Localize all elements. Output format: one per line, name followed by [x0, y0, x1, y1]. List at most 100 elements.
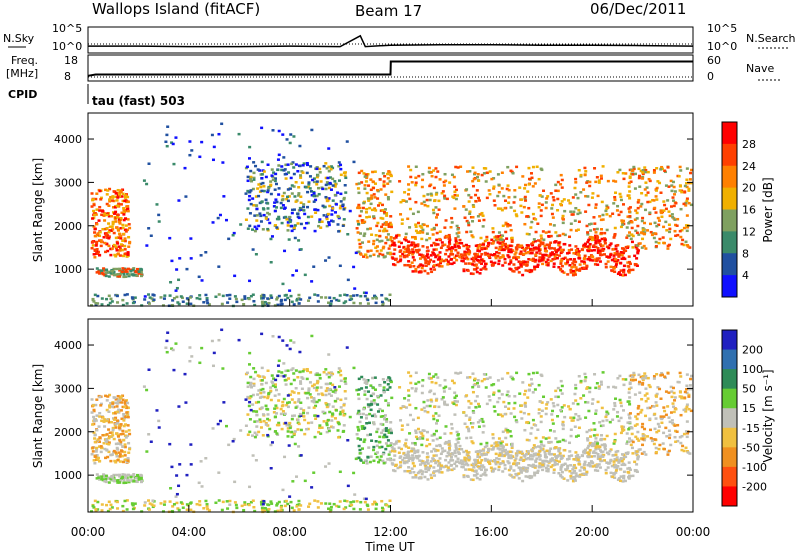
- power-echo: [646, 191, 650, 194]
- power-echo: [122, 275, 126, 279]
- power-echo: [660, 165, 664, 169]
- velocity-echo: [605, 451, 609, 454]
- power-echo: [474, 268, 478, 271]
- velocity-echo: [523, 428, 527, 432]
- power-echo: [490, 238, 494, 242]
- velocity-echo: [270, 374, 274, 377]
- power-echo: [266, 190, 270, 194]
- velocity-echo: [515, 420, 519, 424]
- velocity-echo: [628, 437, 632, 440]
- power-echo: [593, 258, 597, 261]
- velocity-echo: [407, 394, 411, 397]
- power-echo: [352, 160, 356, 164]
- power-echo: [547, 234, 551, 238]
- power-echo: [600, 200, 604, 204]
- velocity-echo: [364, 417, 368, 420]
- power-echo: [365, 207, 369, 211]
- velocity-echo: [123, 405, 127, 409]
- velocity-echo: [100, 419, 104, 423]
- velocity-echo: [600, 443, 604, 447]
- power-echo: [428, 184, 432, 188]
- velocity-echo: [496, 400, 500, 404]
- velocity-echo: [685, 435, 689, 439]
- velocity-echo: [285, 424, 289, 427]
- power-echo: [130, 296, 134, 299]
- velocity-echo: [286, 435, 290, 438]
- power-echo: [613, 259, 617, 263]
- power-echo: [295, 297, 299, 301]
- velocity-echo: [633, 424, 637, 427]
- power-echo: [244, 192, 248, 195]
- power-echo: [348, 298, 352, 302]
- velocity-echo: [104, 480, 108, 484]
- power-echo: [327, 221, 331, 224]
- power-echo: [538, 252, 542, 255]
- power-echo: [290, 208, 294, 212]
- power-echo: [252, 171, 256, 175]
- velocity-echo: [114, 432, 118, 435]
- power-echo: [123, 194, 127, 197]
- power-echo: [523, 183, 527, 187]
- power-echo: [297, 192, 301, 195]
- velocity-echo: [640, 452, 644, 455]
- velocity-echo: [118, 399, 122, 402]
- velocity-echo: [624, 451, 628, 455]
- velocity-echo: [256, 374, 260, 377]
- velocity-echo: [481, 473, 485, 476]
- velocity-echo: [406, 451, 410, 454]
- velocity-echo: [118, 428, 122, 431]
- power-echo: [424, 261, 428, 264]
- power-echo: [511, 249, 515, 252]
- power-echo: [427, 262, 431, 266]
- velocity-echo: [432, 432, 436, 436]
- velocity-echo: [376, 403, 380, 406]
- velocity-echo: [613, 401, 617, 405]
- velocity-echo: [494, 441, 498, 444]
- velocity-echo: [306, 421, 310, 425]
- velocity-echo: [319, 386, 323, 389]
- power-echo: [132, 267, 136, 270]
- velocity-echo: [428, 443, 432, 446]
- velocity-echo: [409, 374, 413, 378]
- velocity-echo: [456, 372, 460, 375]
- velocity-echo: [288, 393, 292, 396]
- power-echo: [482, 243, 486, 246]
- power-echo: [436, 253, 440, 257]
- power-echo: [528, 270, 532, 274]
- power-echo: [627, 207, 631, 210]
- velocity-echo: [523, 401, 527, 405]
- power-echo: [616, 258, 620, 262]
- velocity-echo: [414, 429, 418, 432]
- power-echo: [430, 244, 434, 247]
- power-echo: [170, 303, 174, 307]
- power-echo: [331, 177, 335, 181]
- power-echo: [290, 184, 294, 187]
- power-echo: [231, 233, 235, 237]
- power-echo: [293, 236, 297, 240]
- power-echo: [309, 190, 313, 193]
- velocity-echo: [670, 390, 674, 393]
- power-echo: [251, 228, 255, 231]
- power-echo: [583, 173, 587, 177]
- velocity-echo: [480, 379, 484, 383]
- power-echo: [147, 302, 151, 305]
- velocity-echo: [91, 450, 95, 453]
- power-echo: [588, 242, 592, 246]
- power-echo: [540, 203, 544, 207]
- velocity-echo: [560, 465, 564, 468]
- power-echo: [432, 241, 436, 245]
- velocity-echo: [465, 425, 469, 429]
- power-echo: [128, 226, 132, 230]
- velocity-echo: [600, 406, 604, 410]
- power-echo: [123, 199, 127, 203]
- power-echo: [567, 251, 571, 255]
- power-echo: [521, 246, 525, 249]
- power-echo: [107, 235, 111, 238]
- velocity-echo: [684, 407, 688, 411]
- velocity-echo: [135, 473, 139, 477]
- power-echo: [557, 241, 561, 245]
- velocity-echo: [559, 468, 563, 471]
- power-echo: [98, 209, 102, 212]
- y-tick-label: 1000: [54, 263, 82, 276]
